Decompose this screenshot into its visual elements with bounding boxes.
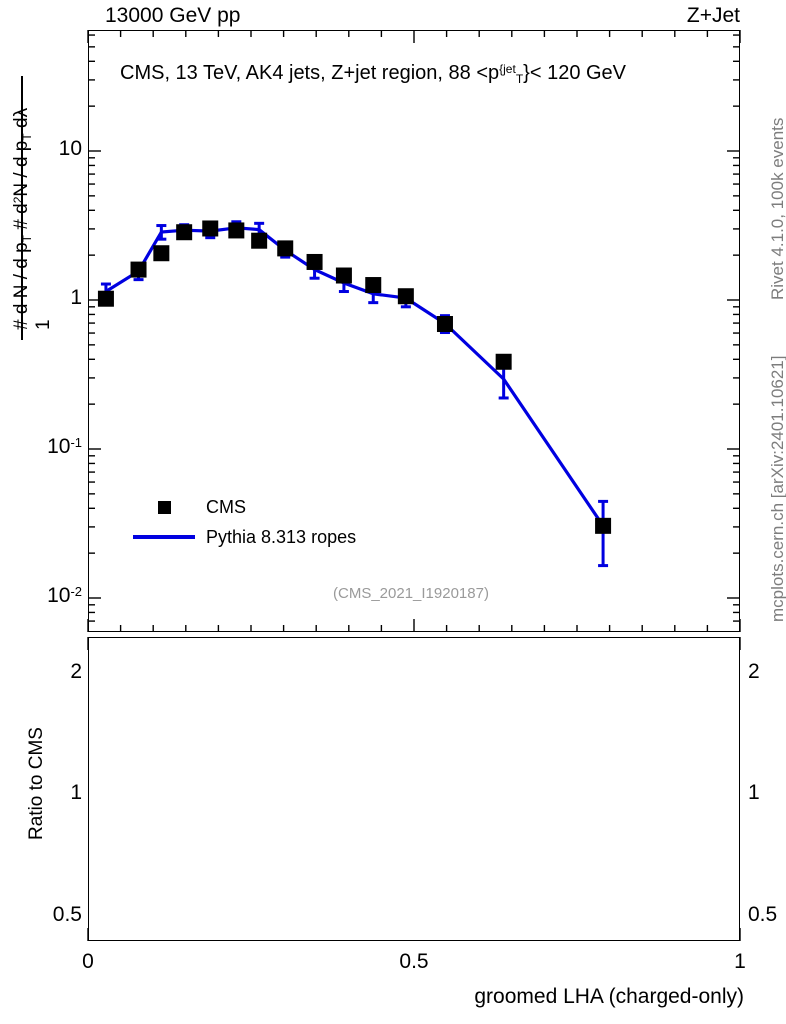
ratio-y-tick-label-right: 2 <box>748 659 760 683</box>
y-axis-numerator-text: 1 <box>33 319 54 330</box>
legend-label-cms: CMS <box>206 496 246 517</box>
legend-entry-cms[interactable]: CMS <box>128 492 356 522</box>
main-y-tick-label: 1 <box>70 286 82 309</box>
legend-entry-pythia[interactable]: Pythia 8.313 ropes <box>128 522 356 552</box>
x-tick-label: 0.5 <box>399 950 429 973</box>
ratio-y-tick-label-right: 1 <box>748 781 760 804</box>
ratio-y-tick-label-left: 0.5 <box>52 902 82 926</box>
ratio-y-tick-label-left: 2 <box>70 659 82 683</box>
main-y-tick-label: 10-2 <box>47 584 82 607</box>
x-tick-label: 1 <box>734 950 746 973</box>
mcplots-source-caption: mcplots.cern.ch [arXiv:2401.10621] <box>768 355 786 622</box>
square-marker-icon <box>128 500 200 514</box>
ratio-y-tick-label-right: 0.5 <box>748 902 778 926</box>
y-axis-label-fraction-bar <box>21 76 24 340</box>
ratio-y-tick-label-left: 1 <box>70 781 82 804</box>
y-axis-label: 1 # d N / d pT # d2N / d pT dλ <box>0 34 54 340</box>
legend: CMS Pythia 8.313 ropes <box>128 492 356 552</box>
y-axis-denom-a-sub: T <box>20 234 34 243</box>
x-axis-label: groomed LHA (charged-only) <box>474 985 744 1008</box>
y-axis-denom-d: dλ <box>11 107 32 134</box>
plot-title: CMS, 13 TeV, AK4 jets, Z+jet region, 88 … <box>120 62 626 86</box>
legend-label-pythia: Pythia 8.313 ropes <box>206 526 357 547</box>
y-axis-denom-gap <box>11 230 32 235</box>
y-axis-label-numerator: 1 <box>33 319 55 330</box>
header-right-process: Z+Jet <box>686 4 740 27</box>
plot-title-main: CMS, 13 TeV, AK4 jets, Z+jet region, 88 … <box>120 62 500 84</box>
header-left-beam-info: 13000 GeV pp <box>105 4 241 27</box>
y-axis-denom-b: # d <box>11 203 32 230</box>
y-axis-denom-b-sup: 2 <box>11 196 25 204</box>
main-y-tick-label: 10 <box>58 137 82 160</box>
plot-title-sup: {jet <box>499 62 516 76</box>
main-y-tick-label: 10-1 <box>47 435 82 458</box>
x-tick-label: 0 <box>82 950 94 973</box>
plot-title-tail: }< 120 GeV <box>523 62 627 84</box>
line-marker-icon <box>128 535 200 539</box>
rivet-version-caption: Rivet 4.1.0, 100k events <box>768 117 786 300</box>
ratio-plot-panel <box>88 637 740 941</box>
analysis-id-watermark: (CMS_2021_I1920187) <box>333 585 489 602</box>
plot-title-sub: T <box>515 72 524 86</box>
